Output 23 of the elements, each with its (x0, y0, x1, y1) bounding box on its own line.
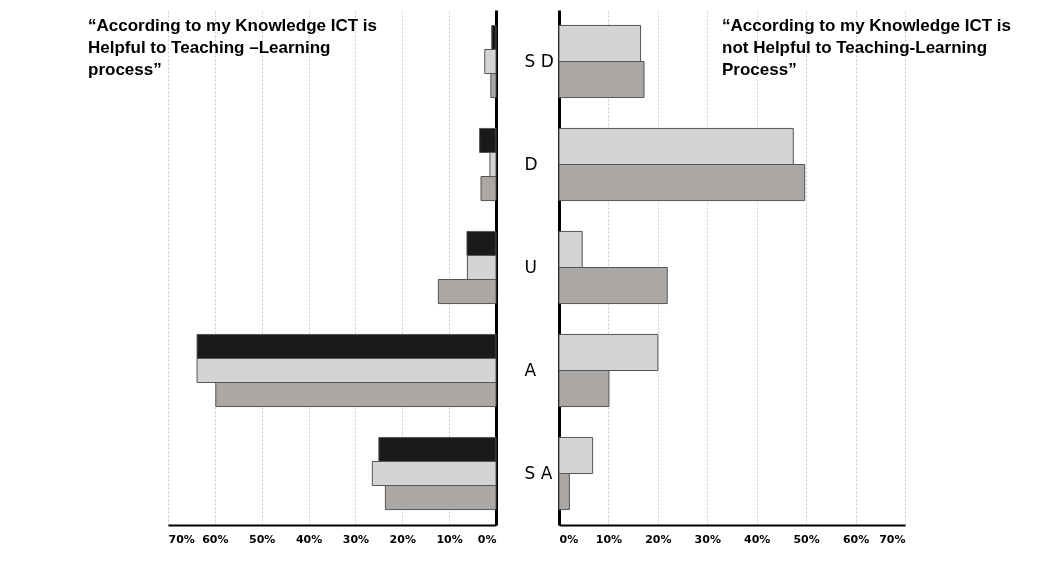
text: “According to my Knowledge ICT is Helpful to Teaching –Learning process” (88, 16, 378, 79)
x-tick-label: 60% (842, 532, 870, 546)
text: “According to my Knowledge ICT is not Helpful to Teaching-Learning Process” (722, 16, 1012, 79)
x-tick-label: 50% (793, 532, 820, 546)
x-tick-label: 30% (694, 532, 721, 546)
x-tick-label: 10% (595, 532, 623, 546)
x-tick-label: 40% (744, 532, 771, 546)
x-tick-label: 50% (249, 532, 276, 546)
x-tick-label: 30% (342, 532, 370, 546)
y-tick-label: S A (524, 462, 553, 483)
y-tick-label: S D (524, 50, 554, 71)
x-tick-label: 70% (879, 532, 906, 546)
y-tick-label: D (524, 153, 538, 174)
x-tick-label: 0% (477, 532, 497, 546)
x-tick-label: 60% (202, 532, 229, 546)
x-tick-label: 70% (168, 532, 195, 546)
x-tick-label: 20% (645, 532, 672, 546)
x-tick-label: 0% (559, 532, 579, 546)
x-tick-label: 20% (389, 532, 416, 546)
x-tick-label: 10% (436, 532, 463, 546)
y-tick-label: A (524, 359, 537, 380)
y-tick-label: U (524, 256, 537, 277)
x-tick-label: 40% (295, 532, 323, 546)
